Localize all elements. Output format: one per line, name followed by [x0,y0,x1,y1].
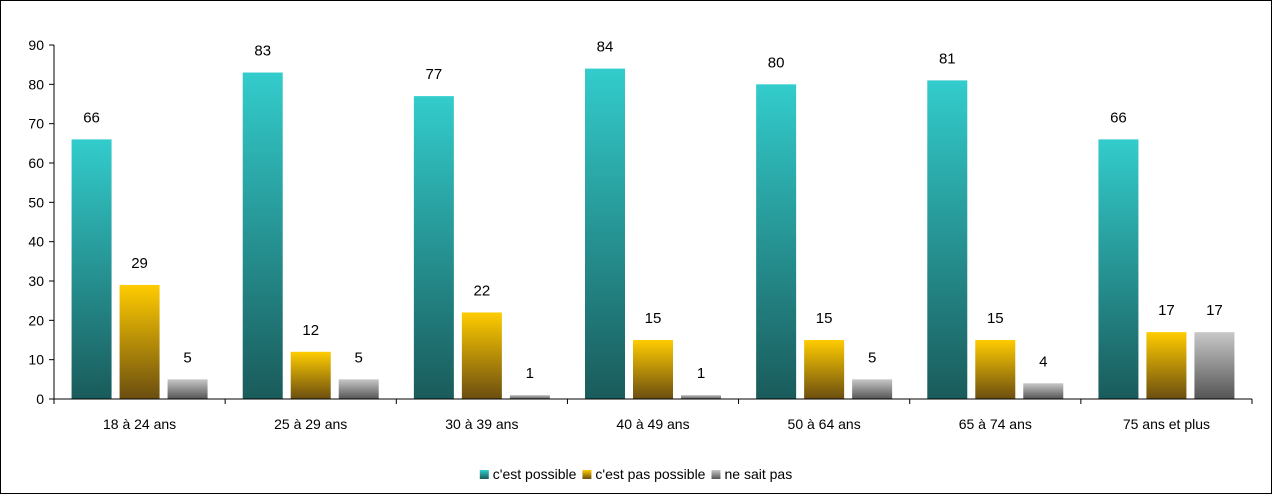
y-tick-label-60: 60 [28,155,44,171]
x-tick-label-75-ans-et-plus: 75 ans et plus [1123,416,1210,432]
bar-ne-sait-pas-65-74-ans [1023,383,1064,399]
bar-c-est-pas-possible-50-64-ans [804,340,845,399]
data-label-c-est-pas-possible-65-74-ans: 15 [987,310,1004,327]
data-label-ne-sait-pas-30-39-ans: 1 [526,365,534,382]
y-tick-label-40: 40 [28,234,44,250]
x-tick-label-25-29-ans: 25 à 29 ans [274,416,347,432]
bar-c-est-pas-possible-30-39-ans [461,312,502,399]
bar-c-est-possible-50-64-ans [756,84,797,399]
data-label-c-est-possible-18-24-ans: 66 [83,109,100,126]
bars-layer [71,68,1235,400]
data-label-c-est-possible-75-ans-et-plus: 66 [1110,109,1127,126]
data-label-ne-sait-pas-40-49-ans: 1 [697,365,705,382]
legend-swatch-ne-sait-pas [711,470,721,479]
data-label-ne-sait-pas-18-24-ans: 5 [183,349,191,366]
y-tick-label-10: 10 [28,352,44,368]
axes-layer: 0 10 20 30 40 50 60 70 80 90 18 à 24 ans 25 à 29 an… [28,37,1253,432]
legend-label-c-est-possible: c'est possible [493,466,577,482]
data-label-c-est-pas-possible-18-24-ans: 29 [131,255,148,272]
y-tick-label-80: 80 [28,76,44,92]
y-tick-label-30: 30 [28,273,44,289]
bar-ne-sait-pas-75-ans-et-plus [1194,332,1235,399]
data-label-c-est-pas-possible-50-64-ans: 15 [816,310,833,327]
bar-c-est-possible-75-ans-et-plus [1098,139,1139,399]
data-label-c-est-possible-65-74-ans: 81 [939,50,956,67]
data-label-c-est-possible-30-39-ans: 77 [426,66,443,83]
data-label-c-est-pas-possible-75-ans-et-plus: 17 [1158,302,1175,319]
bar-ne-sait-pas-18-24-ans [167,379,208,399]
bar-c-est-possible-30-39-ans [413,96,454,399]
data-label-c-est-possible-40-49-ans: 84 [597,39,614,56]
x-tick-label-50-64-ans: 50 à 64 ans [788,416,861,432]
data-label-c-est-possible-25-29-ans: 83 [254,43,271,60]
bar-c-est-possible-18-24-ans [71,139,112,399]
x-tick-label-65-74-ans: 65 à 74 ans [959,416,1032,432]
bar-c-est-possible-25-29-ans [242,72,283,400]
x-tick-label-18-24-ans: 18 à 24 ans [103,416,176,432]
data-label-c-est-possible-50-64-ans: 80 [768,54,785,71]
bar-ne-sait-pas-30-39-ans [509,395,550,399]
bar-c-est-pas-possible-40-49-ans [633,340,673,399]
y-tick-label-90: 90 [28,37,44,53]
data-label-c-est-pas-possible-40-49-ans: 15 [645,310,662,327]
data-label-c-est-pas-possible-30-39-ans: 22 [474,282,491,299]
legend-item-c-est-pas-possible: c'est pas possible [582,466,706,482]
legend-item-ne-sait-pas: ne sait pas [711,466,792,482]
bar-c-est-pas-possible-25-29-ans [290,351,331,399]
bar-c-est-possible-40-49-ans [585,68,625,399]
x-tick-label-30-39-ans: 30 à 39 ans [445,416,518,432]
data-labels-layer: 66 29 5 83 12 5 77 22 1 84 15 1 80 15 5 81 15 4 66 17 17 [83,39,1223,382]
y-tick-label-70: 70 [28,116,44,132]
bar-ne-sait-pas-40-49-ans [681,395,721,399]
bar-c-est-pas-possible-18-24-ans [119,284,160,399]
data-label-ne-sait-pas-75-ans-et-plus: 17 [1206,302,1223,319]
legend-swatch-c-est-possible [479,470,489,479]
bar-c-est-possible-65-74-ans [927,80,968,400]
y-tick-label-0: 0 [36,391,44,407]
bar-c-est-pas-possible-75-ans-et-plus [1146,332,1187,399]
bar-ne-sait-pas-25-29-ans [338,379,379,399]
legend-label-c-est-pas-possible: c'est pas possible [595,466,705,482]
y-tick-label-20: 20 [28,312,44,328]
data-label-ne-sait-pas-65-74-ans: 4 [1039,353,1047,370]
legend-swatch-c-est-pas-possible [582,470,592,479]
data-label-ne-sait-pas-25-29-ans: 5 [355,349,363,366]
legend-item-c-est-possible: c'est possible [479,466,577,482]
bar-ne-sait-pas-50-64-ans [852,379,893,399]
data-label-c-est-pas-possible-25-29-ans: 12 [302,322,319,339]
legend: c'est possible c'est pas possible ne sait … [479,466,792,482]
x-tick-label-40-49-ans: 40 à 49 ans [616,416,689,432]
data-label-ne-sait-pas-50-64-ans: 5 [868,349,876,366]
legend-label-ne-sait-pas: ne sait pas [724,466,792,482]
bar-c-est-pas-possible-65-74-ans [975,340,1016,399]
y-tick-label-50: 50 [28,194,44,210]
